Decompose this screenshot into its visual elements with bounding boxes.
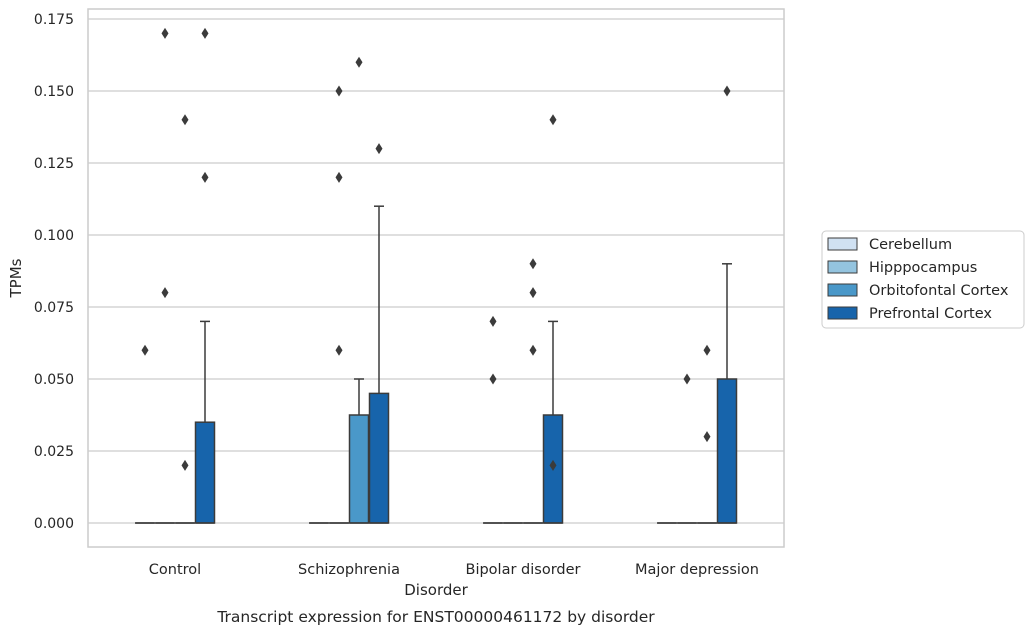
y-tick-label: 0.075 <box>34 300 74 316</box>
outlier-point <box>355 56 363 68</box>
y-axis-label: TPMs <box>7 258 25 298</box>
outlier-point <box>335 344 343 356</box>
legend-label: Hipppocampus <box>869 260 977 276</box>
box-layer <box>135 27 738 524</box>
y-tick-labels: 0.000 0.025 0.050 0.075 0.100 0.125 0.150 0.175 <box>34 12 74 532</box>
outlier-point <box>161 27 169 39</box>
y-tick-label: 0.175 <box>34 12 74 28</box>
x-tick-labels: Control Schizophrenia Bipolar disorder Majo… <box>149 562 759 578</box>
outlier-point <box>375 143 383 155</box>
x-tick-label: Bipolar disorder <box>466 562 581 578</box>
y-tick-label: 0.100 <box>34 228 74 244</box>
legend-swatch <box>827 283 858 297</box>
y-tick-label: 0.150 <box>34 84 74 100</box>
box-group <box>329 85 349 524</box>
chart-caption: Transcript expression for ENST0000046117… <box>216 608 655 626</box>
box-body <box>348 414 370 524</box>
box-group <box>368 143 390 524</box>
legend-frame <box>821 230 1025 329</box>
box-group <box>523 258 543 524</box>
outlier-point <box>549 114 557 126</box>
legend-swatch <box>827 306 858 320</box>
outlier-point <box>549 459 557 471</box>
box-group <box>175 114 195 524</box>
x-tick-label: Schizophrenia <box>298 562 400 578</box>
outlier-point <box>489 315 497 327</box>
outlier-point <box>161 287 169 299</box>
box-group <box>697 344 717 524</box>
box-group <box>542 114 564 524</box>
y-tick-label: 0.050 <box>34 372 74 388</box>
legend: Cerebellum Hipppocampus Orbitofontal Corte… <box>821 230 1025 329</box>
outlier-point <box>201 27 209 39</box>
box-group <box>194 27 216 524</box>
outlier-point <box>529 344 537 356</box>
y-tick-label: 0.025 <box>34 444 74 460</box>
box-body <box>194 421 216 524</box>
legend-label: Cerebellum <box>869 237 952 253</box>
outlier-point <box>529 258 537 270</box>
x-tick-label: Control <box>149 562 201 578</box>
box-body <box>716 378 738 524</box>
outlier-point <box>703 344 711 356</box>
y-tick-label: 0.125 <box>34 156 74 172</box>
x-tick-label: Major depression <box>635 562 759 578</box>
box-group <box>483 315 503 524</box>
outlier-point <box>141 344 149 356</box>
outlier-point <box>181 459 189 471</box>
outlier-point <box>335 85 343 97</box>
box-group <box>677 373 697 524</box>
legend-label: Prefrontal Cortex <box>869 306 992 322</box>
box-group <box>155 27 175 524</box>
box-group <box>135 344 155 524</box>
legend-swatch <box>827 237 858 251</box>
legend-label: Orbitofontal Cortex <box>869 283 1009 299</box>
outlier-point <box>703 431 711 443</box>
plot-frame <box>87 8 785 548</box>
box-body <box>368 392 390 524</box>
outlier-point <box>201 171 209 183</box>
legend-swatch <box>827 260 858 274</box>
outlier-point <box>489 373 497 385</box>
y-tick-label: 0.000 <box>34 516 74 532</box>
outlier-point <box>335 171 343 183</box>
gridlines <box>88 18 784 524</box>
outlier-point <box>181 114 189 126</box>
outlier-point <box>683 373 691 385</box>
outlier-point <box>723 85 731 97</box>
outlier-point <box>529 287 537 299</box>
x-axis-label: Disorder <box>404 581 468 599</box>
box-group <box>348 56 370 524</box>
box-group <box>716 85 738 524</box>
